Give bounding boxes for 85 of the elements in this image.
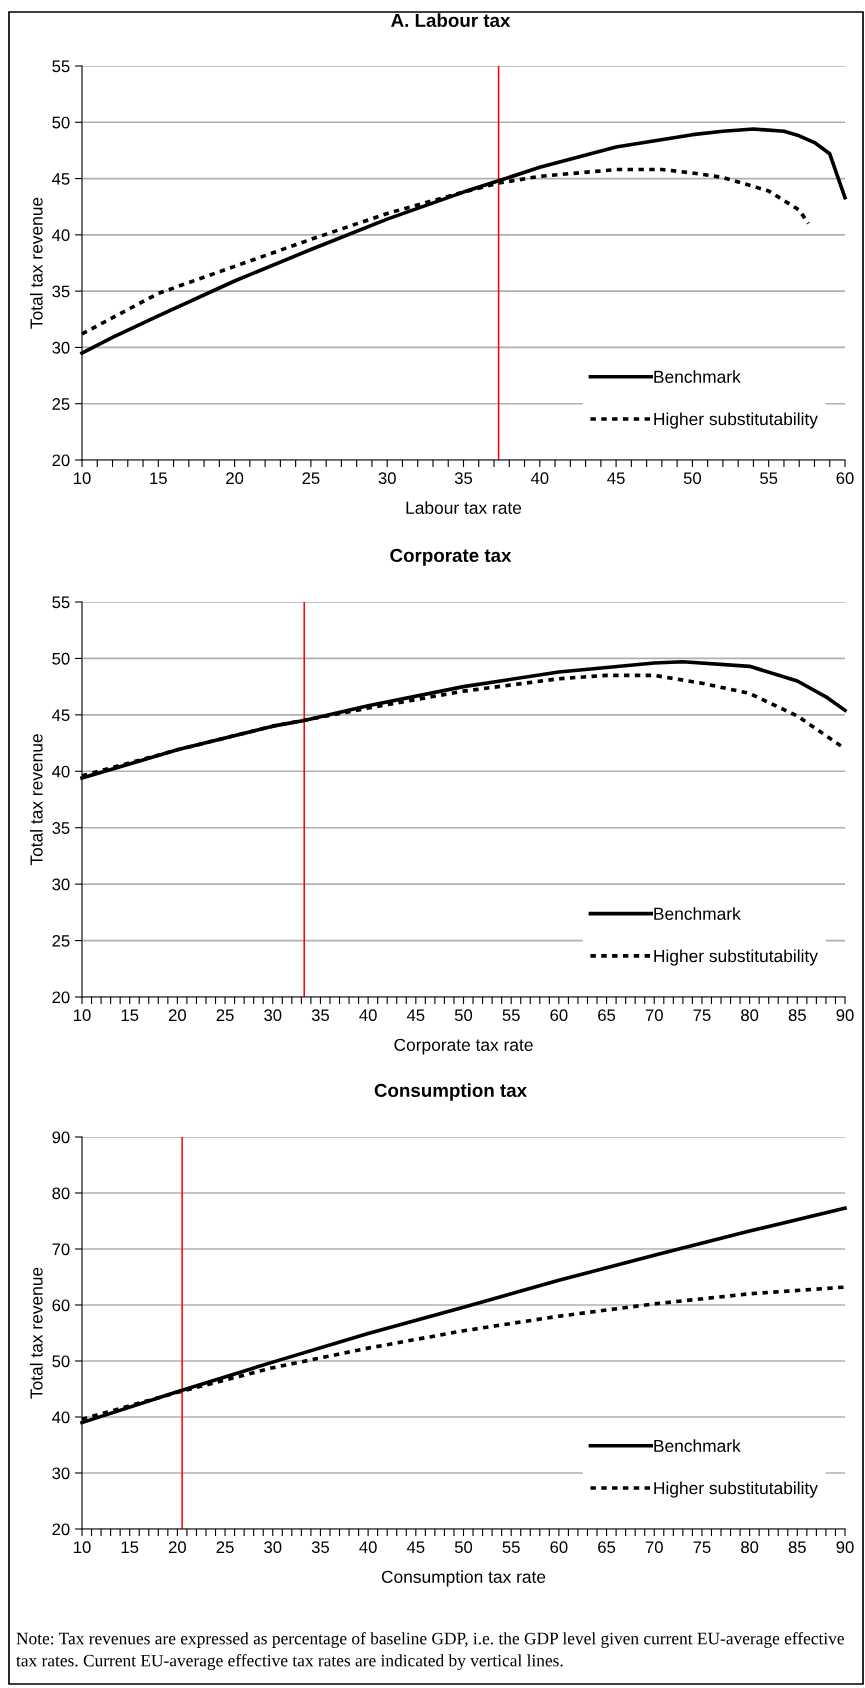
text: Note: Tax revenues are expressed as percentage of baseline GDP, i.e. the GDP level given current EU-average effective tax rates. Current EU-average effective tax rates are indicated by vertical lines. xyxy=(16,1632,844,1671)
y-tick-label: 40 xyxy=(52,229,70,242)
x-axis-title: Labour tax rate xyxy=(406,501,522,514)
x-tick-label: 30 xyxy=(378,472,396,485)
x-axis-title: Consumption tax rate xyxy=(381,1570,546,1587)
chart-title: Corporate tax xyxy=(390,548,512,566)
x-tick-label: 15 xyxy=(150,472,167,485)
x-tick-label: 75 xyxy=(693,1541,711,1554)
y-tick-label: 30 xyxy=(52,1467,70,1480)
x-tick-label: 40 xyxy=(359,1009,377,1022)
legend-label: Higher substitutability xyxy=(654,1481,818,1498)
y-axis-title: Total tax revenue xyxy=(29,734,43,866)
x-tick-label: 20 xyxy=(168,1009,186,1022)
y-tick-label: 40 xyxy=(52,1411,70,1424)
y-tick-label: 30 xyxy=(52,878,70,891)
y-tick-label: 25 xyxy=(52,398,70,410)
x-tick-label: 15 xyxy=(121,1541,139,1554)
y-tick-label: 35 xyxy=(52,285,70,298)
x-tick-label: 65 xyxy=(598,1541,616,1554)
x-tick-label: 10 xyxy=(74,472,91,485)
y-tick-label: 50 xyxy=(52,1355,70,1368)
y-tick-label: 55 xyxy=(52,596,70,609)
x-tick-label: 80 xyxy=(741,1541,759,1554)
x-axis-title: Corporate tax rate xyxy=(394,1038,533,1055)
x-tick-label: 85 xyxy=(788,1009,806,1022)
y-tick-label: 40 xyxy=(52,765,70,778)
x-tick-label: 45 xyxy=(406,1541,425,1554)
x-tick-label: 45 xyxy=(406,1009,425,1022)
x-tick-label: 45 xyxy=(607,472,625,485)
y-tick-label: 20 xyxy=(52,991,70,1004)
x-tick-label: 25 xyxy=(216,1009,234,1022)
x-tick-label: 30 xyxy=(264,1009,282,1022)
y-tick-label: 35 xyxy=(52,822,70,834)
x-tick-label: 50 xyxy=(454,1009,473,1022)
y-tick-label: 70 xyxy=(52,1243,70,1256)
y-tick-label: 55 xyxy=(52,60,70,73)
x-tick-label: 40 xyxy=(530,472,549,485)
y-tick-label: 50 xyxy=(52,116,70,129)
x-tick-label: 55 xyxy=(760,472,778,485)
legend-label: Higher substitutability xyxy=(654,412,818,429)
y-tick-label: 45 xyxy=(52,173,70,185)
x-tick-label: 15 xyxy=(121,1009,139,1022)
chart-title: Consumption tax xyxy=(374,1083,527,1101)
x-tick-label: 35 xyxy=(311,1009,330,1022)
x-tick-label: 30 xyxy=(264,1541,282,1554)
x-tick-label: 80 xyxy=(741,1009,759,1022)
x-tick-label: 50 xyxy=(683,472,702,485)
x-tick-label: 65 xyxy=(598,1009,616,1022)
chart-title: A. Labour tax xyxy=(391,13,511,28)
legend-label: Benchmark xyxy=(654,370,741,383)
x-tick-label: 90 xyxy=(836,1009,854,1022)
x-tick-label: 90 xyxy=(836,1541,854,1554)
x-tick-label: 60 xyxy=(550,1009,568,1022)
y-tick-label: 60 xyxy=(52,1299,70,1312)
legend-label: Higher substitutability xyxy=(654,949,818,966)
y-tick-label: 20 xyxy=(52,454,70,467)
x-tick-label: 25 xyxy=(302,472,320,485)
y-tick-label: 20 xyxy=(52,1523,70,1536)
x-tick-label: 20 xyxy=(226,472,244,485)
x-tick-label: 20 xyxy=(168,1541,186,1554)
x-tick-label: 40 xyxy=(359,1541,377,1554)
x-tick-label: 50 xyxy=(454,1541,473,1554)
x-tick-label: 35 xyxy=(311,1541,330,1554)
y-tick-label: 25 xyxy=(52,934,70,947)
x-tick-label: 70 xyxy=(645,1541,663,1554)
y-tick-label: 80 xyxy=(52,1187,70,1200)
y-tick-label: 50 xyxy=(52,652,70,665)
x-tick-label: 70 xyxy=(645,1009,663,1022)
x-tick-label: 60 xyxy=(836,472,854,485)
x-tick-label: 85 xyxy=(788,1541,806,1554)
y-tick-label: 90 xyxy=(52,1131,70,1144)
x-tick-label: 25 xyxy=(216,1541,234,1554)
x-tick-label: 35 xyxy=(454,472,473,485)
y-tick-label: 30 xyxy=(52,341,70,354)
x-tick-label: 75 xyxy=(693,1009,711,1022)
y-axis-title: Total tax revenue xyxy=(29,1267,43,1399)
x-tick-label: 55 xyxy=(502,1009,520,1022)
legend-label: Benchmark xyxy=(654,907,741,920)
x-tick-label: 10 xyxy=(74,1541,91,1554)
legend-label: Benchmark xyxy=(654,1439,741,1453)
x-tick-label: 55 xyxy=(502,1541,520,1554)
y-axis-title: Total tax revenue xyxy=(29,197,43,329)
x-tick-label: 60 xyxy=(550,1541,568,1554)
y-tick-label: 45 xyxy=(52,709,70,722)
x-tick-label: 10 xyxy=(74,1009,91,1022)
